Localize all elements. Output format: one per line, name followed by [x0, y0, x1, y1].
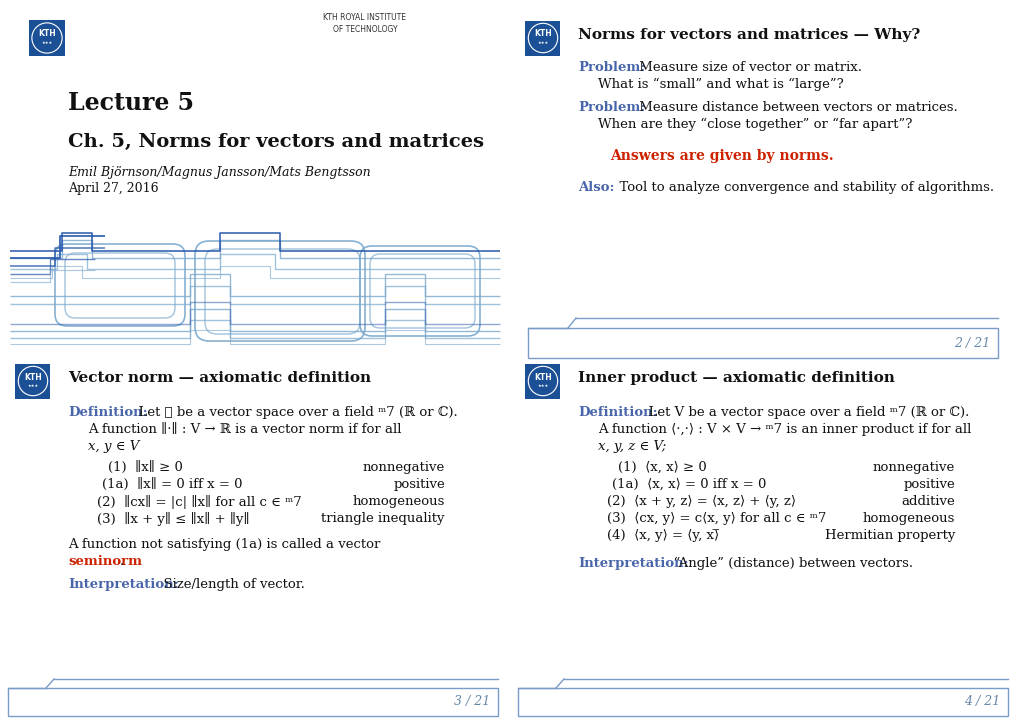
- Text: 4 / 21: 4 / 21: [963, 696, 999, 709]
- Text: 3 / 21: 3 / 21: [453, 696, 489, 709]
- Text: A function ∥·∥ : V → ℝ is a vector norm if for all: A function ∥·∥ : V → ℝ is a vector norm …: [88, 423, 401, 436]
- FancyBboxPatch shape: [29, 20, 65, 56]
- Text: April 27, 2016: April 27, 2016: [68, 182, 159, 195]
- Text: Measure size of vector or matrix.: Measure size of vector or matrix.: [635, 61, 861, 74]
- Text: Problem:: Problem:: [578, 101, 645, 114]
- Text: ★★★: ★★★: [537, 41, 548, 45]
- Text: When are they “close together” or “far apart”?: When are they “close together” or “far a…: [597, 118, 911, 131]
- Text: ★★★: ★★★: [42, 41, 53, 45]
- Text: homogeneous: homogeneous: [353, 495, 444, 508]
- Text: triangle inequality: triangle inequality: [321, 512, 444, 525]
- Text: Vector norm — axiomatic definition: Vector norm — axiomatic definition: [68, 371, 371, 385]
- Text: Definition:: Definition:: [68, 406, 148, 419]
- Text: (2)  ⟨x + y, z⟩ = ⟨x, z⟩ + ⟨y, z⟩: (2) ⟨x + y, z⟩ = ⟨x, z⟩ + ⟨y, z⟩: [606, 495, 795, 508]
- Text: KTH: KTH: [534, 30, 551, 38]
- Text: seminorm: seminorm: [68, 555, 142, 568]
- FancyBboxPatch shape: [525, 363, 560, 399]
- Text: Lecture 5: Lecture 5: [68, 91, 194, 115]
- Text: Inner product — axiomatic definition: Inner product — axiomatic definition: [578, 371, 894, 385]
- Text: Interpretation:: Interpretation:: [68, 578, 178, 591]
- Text: positive: positive: [903, 478, 954, 491]
- Text: Measure distance between vectors or matrices.: Measure distance between vectors or matr…: [635, 101, 957, 114]
- Text: Let V be a vector space over a field ᵐ7 (ℝ or ℂ).: Let V be a vector space over a field ᵐ7 …: [639, 406, 968, 419]
- Text: (4)  ⟨x, y⟩ = ⟨y, x⟩̅: (4) ⟨x, y⟩ = ⟨y, x⟩̅: [606, 529, 718, 542]
- Text: A function ⟨·,·⟩ : V × V → ᵐ7 is an inner product if for all: A function ⟨·,·⟩ : V × V → ᵐ7 is an inne…: [597, 423, 970, 436]
- Text: KTH: KTH: [534, 373, 551, 381]
- Text: nonnegative: nonnegative: [872, 461, 954, 474]
- Text: (1a)  ∥x∥ = 0 iff x = 0: (1a) ∥x∥ = 0 iff x = 0: [102, 478, 243, 491]
- Text: (1a)  ⟨x, x⟩ = 0 iff x = 0: (1a) ⟨x, x⟩ = 0 iff x = 0: [611, 478, 765, 491]
- Text: A function not satisfying (1a) is called a vector: A function not satisfying (1a) is called…: [68, 538, 380, 551]
- Text: What is “small” and what is “large”?: What is “small” and what is “large”?: [597, 78, 843, 92]
- Text: nonnegative: nonnegative: [363, 461, 444, 474]
- Text: Problem:: Problem:: [578, 61, 645, 74]
- Text: (2)  ∥cx∥ = |c| ∥x∥ for all c ∈ ᵐ7: (2) ∥cx∥ = |c| ∥x∥ for all c ∈ ᵐ7: [97, 495, 302, 509]
- Text: Also:: Also:: [578, 181, 613, 194]
- Text: (3)  ∥x + y∥ ≤ ∥x∥ + ∥y∥: (3) ∥x + y∥ ≤ ∥x∥ + ∥y∥: [97, 512, 250, 526]
- Text: Tool to analyze convergence and stability of algorithms.: Tool to analyze convergence and stabilit…: [610, 181, 994, 194]
- FancyBboxPatch shape: [15, 363, 51, 399]
- Text: Ch. 5, Norms for vectors and matrices: Ch. 5, Norms for vectors and matrices: [68, 133, 484, 151]
- Text: positive: positive: [393, 478, 444, 491]
- Text: homogeneous: homogeneous: [862, 512, 954, 525]
- Text: .: .: [120, 555, 124, 568]
- FancyBboxPatch shape: [525, 20, 560, 56]
- Text: (1)  ∥x∥ ≥ 0: (1) ∥x∥ ≥ 0: [108, 461, 182, 474]
- Text: 2 / 21: 2 / 21: [953, 337, 989, 350]
- Text: Hermitian property: Hermitian property: [823, 529, 954, 542]
- Text: x, y ∈ V: x, y ∈ V: [88, 440, 140, 453]
- Text: “Angle” (distance) between vectors.: “Angle” (distance) between vectors.: [664, 557, 912, 570]
- Text: Answers are given by norms.: Answers are given by norms.: [609, 149, 833, 163]
- Text: Size/length of vector.: Size/length of vector.: [155, 578, 305, 591]
- Text: KTH: KTH: [24, 373, 42, 381]
- Text: x, y, z ∈ V;: x, y, z ∈ V;: [597, 440, 665, 453]
- Text: Interpretation:: Interpretation:: [578, 557, 688, 570]
- Text: ★★★: ★★★: [28, 384, 39, 388]
- Text: ★★★: ★★★: [537, 384, 548, 388]
- Text: additive: additive: [901, 495, 954, 508]
- Text: KTH ROYAL INSTITUTE
OF TECHNOLOGY: KTH ROYAL INSTITUTE OF TECHNOLOGY: [323, 13, 407, 35]
- Text: KTH: KTH: [38, 30, 56, 38]
- Text: Definition:: Definition:: [578, 406, 657, 419]
- Text: (3)  ⟨cx, y⟩ = c⟨x, y⟩ for all c ∈ ᵐ7: (3) ⟨cx, y⟩ = c⟨x, y⟩ for all c ∈ ᵐ7: [606, 512, 825, 525]
- Text: Let ℱ be a vector space over a field ᵐ7 (ℝ or ℂ).: Let ℱ be a vector space over a field ᵐ7 …: [129, 406, 458, 419]
- Text: Emil Björnson/Magnus Jansson/Mats Bengtsson: Emil Björnson/Magnus Jansson/Mats Bengts…: [68, 166, 370, 179]
- Text: Norms for vectors and matrices — Why?: Norms for vectors and matrices — Why?: [578, 28, 919, 42]
- Text: (1)  ⟨x, x⟩ ≥ 0: (1) ⟨x, x⟩ ≥ 0: [618, 461, 706, 474]
